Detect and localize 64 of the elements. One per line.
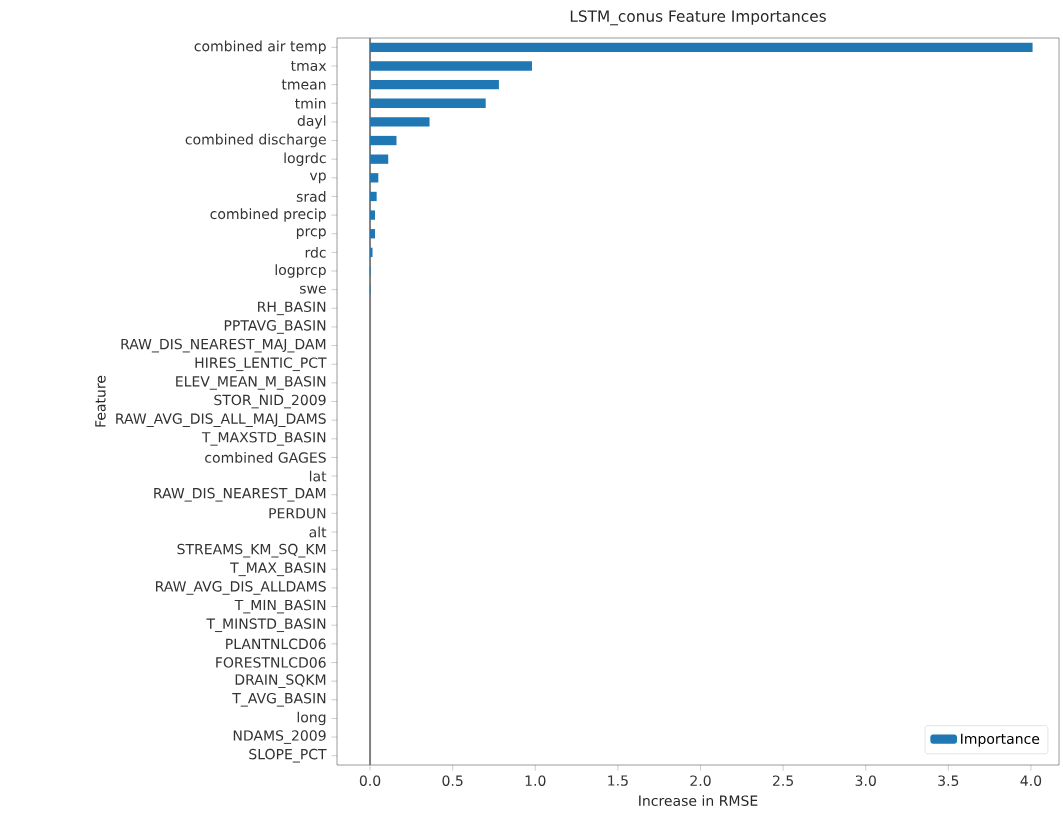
y-tick-label: combined discharge [185, 133, 326, 148]
y-tick-label: tmax [290, 60, 327, 71]
bar [370, 173, 379, 183]
y-tick-label: PERDUN [269, 508, 326, 519]
y-tick-label: combined air temp [194, 40, 326, 55]
y-tick-label: NDAMS_2009 [233, 730, 326, 744]
y-tick-label: long [297, 711, 326, 726]
y-tick-label: T_MIN_BASIN [234, 599, 326, 614]
y-tick-label: lat [309, 470, 327, 482]
y-tick-label: T_MINSTD_BASIN [206, 618, 326, 633]
y-tick-label: tmin [295, 97, 326, 109]
y-tick-label: PLANTNLCD06 [226, 638, 326, 650]
x-tick-label: 2.5 [772, 775, 793, 786]
y-tick-label: HIRES_LENTIC_PCT [195, 357, 327, 372]
y-tick-label: swe [300, 285, 326, 294]
y-tick-label: SLOPE_PCT [249, 748, 327, 763]
x-tick-label: 0.5 [442, 775, 463, 786]
x-axis-title: Increase in RMSE [639, 795, 758, 806]
bar [370, 61, 532, 71]
y-tick-label: T_AVG_BASIN [232, 692, 326, 707]
y-tick-label: T_MAX_BASIN [230, 562, 326, 577]
y-tick-label: alt [309, 526, 327, 538]
y-tick-label: RAW_DIS_NEAREST_MAJ_DAM [121, 338, 326, 353]
y-tick-label: ELEV_MEAN_M_BASIN [176, 376, 326, 390]
y-tick-label: FORESTNLCD06 [216, 657, 326, 668]
y-tick-label: combined precip [210, 208, 326, 222]
bar [370, 135, 397, 146]
x-tick-label: 2.0 [690, 775, 711, 786]
y-tick-label: T_MAXSTD_BASIN [201, 431, 326, 446]
chart-title: LSTM_conus Feature Importances [570, 10, 826, 26]
x-tick-label: 1.0 [525, 775, 546, 786]
y-tick-label: logprcp [275, 264, 326, 278]
bar [370, 210, 375, 220]
y-tick-label: tmean [281, 79, 326, 90]
y-tick-label: STOR_NID_2009 [214, 394, 326, 409]
y-tick-label: DRAIN_SQKM [235, 674, 326, 688]
y-tick-label: STREAMS_KM_SQ_KM [177, 543, 326, 558]
bar [370, 42, 1033, 52]
bar [370, 98, 486, 108]
bar [370, 154, 389, 164]
bar [370, 247, 373, 258]
bar [370, 229, 375, 239]
x-tick-label: 3.5 [938, 775, 959, 786]
y-tick-label: RH_BASIN [258, 301, 326, 316]
bar [370, 117, 430, 127]
bar [370, 79, 499, 90]
y-axis-title: Feature [95, 375, 106, 427]
y-tick-label: dayl [297, 115, 326, 129]
y-tick-label: RAW_AVG_DIS_ALLDAMS [156, 581, 326, 595]
x-tick-label: 3.0 [855, 775, 876, 786]
y-tick-label: combined GAGES [205, 452, 326, 463]
y-tick-label: logrdc [284, 152, 326, 166]
x-tick-label: 0.0 [359, 775, 381, 786]
y-tick-label: RAW_AVG_DIS_ALL_MAJ_DAMS [116, 413, 326, 427]
bar [370, 191, 377, 202]
y-tick-label: prcp [296, 228, 326, 240]
x-tick-label: 4.0 [1020, 775, 1042, 786]
y-tick-label: PPTAVG_BASIN [224, 320, 326, 334]
y-tick-label: rdc [305, 246, 326, 258]
y-tick-label: srad [296, 191, 326, 202]
legend-label: Importance [961, 733, 1040, 747]
y-tick-label: RAW_DIS_NEAREST_DAM [154, 487, 326, 502]
x-tick-label: 1.5 [608, 775, 628, 786]
y-tick-label: vp [309, 172, 326, 184]
